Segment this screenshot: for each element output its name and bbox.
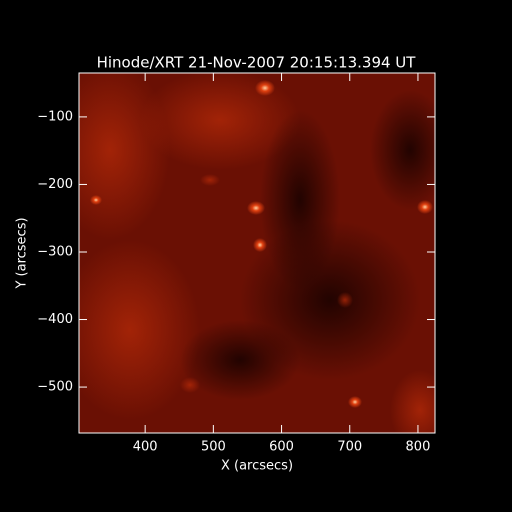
y-tick-label: −300: [37, 244, 73, 259]
chart-title: Hinode/XRT 21-Nov-2007 20:15:13.394 UT: [97, 54, 417, 72]
y-tick-label: −200: [37, 177, 73, 192]
y-tick-label: −400: [37, 312, 73, 327]
y-axis-label: Y (arcsecs): [15, 217, 30, 289]
y-tick-label: −100: [37, 109, 73, 124]
y-tick-label: −500: [37, 380, 73, 395]
x-axis-label: X (arcsecs): [221, 459, 293, 474]
x-tick-label: 500: [201, 440, 226, 455]
x-tick-label: 800: [406, 440, 431, 455]
x-tick-label: 600: [269, 440, 294, 455]
x-tick-label: 400: [133, 440, 158, 455]
x-tick-label: 700: [337, 440, 362, 455]
solar-image: [79, 73, 435, 433]
plot-frame: [78, 72, 436, 434]
